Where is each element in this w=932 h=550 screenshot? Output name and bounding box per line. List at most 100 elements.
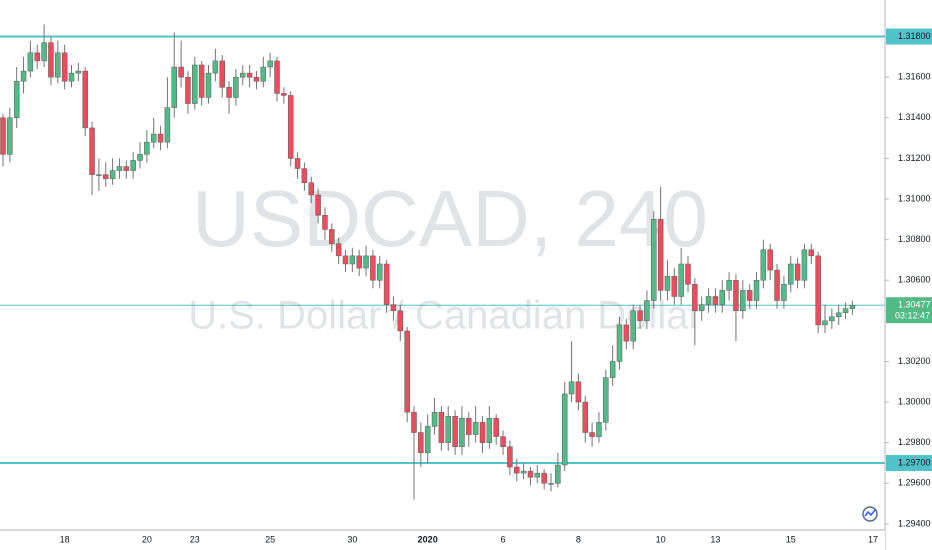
candle-body: [205, 72, 212, 98]
candle-body: [267, 60, 273, 68]
candle-body: [61, 52, 68, 82]
candle-body: [404, 330, 410, 413]
candle-body: [287, 95, 294, 159]
candle-body: [472, 422, 479, 435]
candle-body: [698, 304, 705, 311]
candle-body: [301, 168, 308, 184]
candle-body: [7, 117, 13, 155]
logo-icon: [862, 506, 878, 522]
candle-body: [609, 361, 616, 378]
price-countdown: 03:12:47: [895, 311, 930, 321]
x-tick-label: 6: [501, 534, 506, 544]
level-label-box: [886, 454, 932, 471]
candle-body: [240, 72, 246, 78]
candle-body: [726, 279, 732, 291]
candle-body: [534, 472, 541, 478]
x-tick-label: 23: [190, 534, 200, 544]
candle-body: [808, 249, 815, 257]
candle-body: [459, 418, 465, 447]
candle-body: [589, 432, 595, 437]
candle-body: [548, 483, 554, 485]
candle-body: [671, 275, 678, 297]
candle-body: [164, 107, 171, 143]
x-tick-label: 10: [656, 534, 666, 544]
candle-body: [226, 87, 232, 98]
candle-body: [740, 290, 746, 311]
candle-body: [370, 255, 376, 281]
candle-body: [68, 72, 75, 82]
candle-body: [445, 416, 451, 443]
candle-body: [712, 296, 719, 305]
candle-body: [849, 304, 856, 309]
axes: 1.29400 1.29600 1.29800 1.30000 1.30200 1.306…: [60, 28, 932, 544]
logo-path: [864, 509, 876, 517]
y-tick-label: 1.29600: [898, 478, 931, 488]
x-tick-label: 20: [142, 534, 152, 544]
candle-body: [75, 70, 82, 74]
candle-body: [322, 214, 328, 230]
candle-body: [561, 393, 568, 466]
candle-body: [27, 52, 34, 72]
candle-body: [390, 304, 397, 311]
candle-body: [281, 93, 287, 96]
candle-body: [123, 166, 130, 171]
candle-body: [96, 174, 102, 176]
candle-body: [719, 290, 725, 305]
candle-body: [842, 308, 849, 313]
level-label-box: [886, 28, 932, 45]
candle-body: [109, 170, 116, 179]
candle-body: [171, 66, 177, 108]
y-tick-label: 1.31600: [898, 72, 931, 82]
candle-body: [596, 422, 602, 437]
candle-body: [637, 310, 643, 322]
level-label: 1.29700: [898, 457, 931, 467]
candle-body: [541, 472, 547, 484]
y-tick-label: 1.31400: [898, 112, 931, 122]
y-tick-label: 1.31200: [898, 153, 931, 163]
candle-body: [835, 312, 842, 318]
y-tick-label: 1.30200: [898, 356, 931, 366]
candle-body: [418, 432, 424, 454]
x-tick-label: 2020: [418, 534, 438, 544]
candle-body: [363, 255, 369, 269]
candle-body: [500, 436, 506, 447]
level-label: 1.31800: [898, 31, 931, 41]
plot-area: [0, 24, 885, 500]
price-label: 1.30477: [898, 300, 931, 310]
candle-body: [815, 255, 821, 326]
y-tick-label: 1.30600: [898, 275, 931, 285]
candle-body: [260, 66, 267, 82]
x-tick-label: 17: [868, 534, 878, 544]
candle-body: [157, 133, 164, 143]
x-tick-label: 15: [786, 534, 796, 544]
candle-body: [356, 255, 362, 269]
candle-body: [514, 466, 520, 474]
candle-body: [212, 60, 219, 74]
candle-body: [520, 470, 527, 474]
candle-body: [34, 52, 40, 62]
candle-body: [192, 64, 198, 104]
y-tick-label: 1.30000: [898, 396, 931, 406]
watermark-subtitle: U.S. Dollar / Canadian Dollar: [188, 294, 702, 338]
candle-body: [685, 263, 691, 285]
x-tick-label: 25: [265, 534, 275, 544]
candle-body: [431, 411, 438, 427]
candle-body: [582, 401, 588, 433]
candle-body: [623, 324, 630, 342]
watermark-title: USDCAD, 240: [192, 174, 708, 263]
candle-body: [411, 411, 417, 433]
candle-body: [253, 76, 260, 82]
x-tick-label: 8: [576, 534, 581, 544]
candle-body: [829, 316, 835, 322]
candle-body: [664, 275, 671, 291]
candle-body: [479, 422, 486, 443]
y-tick-label: 1.31000: [898, 193, 931, 203]
x-tick-label: 30: [347, 534, 357, 544]
candle-body: [342, 255, 349, 265]
candle-body: [13, 80, 20, 119]
candle-body: [383, 263, 390, 305]
candle-body: [466, 418, 472, 435]
candle-body: [801, 249, 808, 281]
